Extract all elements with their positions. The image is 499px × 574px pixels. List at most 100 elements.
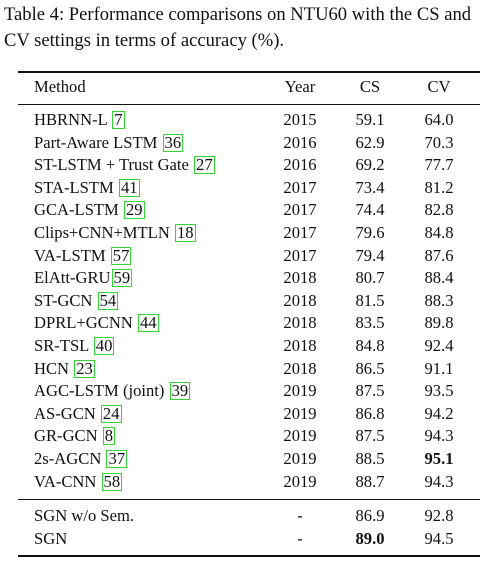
cv-cell: 88.3 <box>424 290 454 310</box>
year-cell: 2017 <box>283 245 317 265</box>
citation-link[interactable]: 57 <box>110 245 132 265</box>
method-name: 2s-AGCN <box>34 449 106 468</box>
cs-cell: 69.2 <box>355 155 385 175</box>
cs-cell: 62.9 <box>355 132 385 152</box>
header-cs: CS <box>359 77 381 96</box>
citation-link[interactable]: 23 <box>74 358 95 378</box>
cs-cell: 88.5 <box>355 449 385 468</box>
cs-cell: 84.8 <box>355 336 385 355</box>
citation-link[interactable]: 58 <box>101 471 123 491</box>
method-cell: GCA-LSTM 29 <box>34 199 145 222</box>
year-cell: 2018 <box>283 336 317 355</box>
year-cell: - <box>297 506 303 525</box>
cs-cell: 87.5 <box>355 381 385 401</box>
cs-cell: 87.5 <box>355 426 385 446</box>
table-row: AS-GCN 24 2019 86.8 94.2 <box>0 403 499 426</box>
citation-link[interactable]: 37 <box>106 449 128 468</box>
cs-cell: 89.0 <box>355 528 385 548</box>
method-cell: SR-TSL 40 <box>34 335 115 358</box>
cs-cell: 83.5 <box>355 313 385 333</box>
citation-link[interactable]: 44 <box>137 313 159 333</box>
method-name: STA-LSTM <box>34 177 118 197</box>
citation-link[interactable]: 8 <box>102 426 116 446</box>
year-cell: - <box>297 528 303 548</box>
year-cell: 2017 <box>283 223 317 242</box>
year-cell: 2018 <box>283 313 317 333</box>
table-row: GCA-LSTM 29 2017 74.4 82.8 <box>0 199 499 222</box>
table-row: ST-GCN 54 2018 81.5 88.3 <box>0 290 499 313</box>
table-row: Part-Aware LSTM 36 2016 62.9 70.3 <box>0 132 499 155</box>
table-row: DPRL+GCNN 44 2018 83.5 89.8 <box>0 312 499 335</box>
cs-cell: 59.1 <box>355 110 385 129</box>
year-cell: 2019 <box>283 403 317 423</box>
citation-link[interactable]: 59 <box>111 268 133 288</box>
table-row: HCN 23 2018 86.5 91.1 <box>0 358 499 381</box>
citation-link[interactable]: 40 <box>93 336 115 355</box>
method-name: ElAtt-GRU <box>34 268 111 288</box>
table-top-rule <box>18 71 480 73</box>
table-header-rule <box>18 104 480 105</box>
table-row: Clips+CNN+MTLN 18 2017 79.6 84.8 <box>0 222 499 245</box>
cv-cell: 88.4 <box>424 268 454 288</box>
cv-cell: 92.8 <box>424 506 454 525</box>
cv-cell: 94.3 <box>424 471 454 491</box>
year-cell: 2019 <box>283 449 317 468</box>
cv-cell: 94.3 <box>424 426 454 446</box>
method-cell: VA-CNN 58 <box>34 471 123 494</box>
cv-cell: 70.3 <box>424 132 454 152</box>
citation-link[interactable]: 29 <box>123 200 145 220</box>
table-row: STA-LSTM 41 2017 73.4 81.2 <box>0 177 499 200</box>
citation-link[interactable]: 54 <box>97 290 119 310</box>
cs-cell: 86.5 <box>355 358 385 378</box>
citation-link[interactable]: 27 <box>194 155 215 175</box>
method-name: DPRL+GCNN <box>34 313 137 333</box>
table-row: SR-TSL 40 2018 84.8 92.4 <box>0 335 499 358</box>
table-caption: Table 4: Performance comparisons on NTU6… <box>4 4 472 51</box>
method-name: ST-LSTM + Trust Gate <box>34 155 194 175</box>
table-row: VA-LSTM 57 2017 79.4 87.6 <box>0 245 499 268</box>
cv-cell: 94.2 <box>424 403 454 423</box>
cs-cell: 79.4 <box>355 245 385 265</box>
cv-cell: 95.1 <box>424 449 454 468</box>
cv-cell: 93.5 <box>424 381 454 401</box>
header-cv: CV <box>427 77 451 96</box>
cv-cell: 82.8 <box>424 200 454 220</box>
table-row: GR-GCN 8 2019 87.5 94.3 <box>0 425 499 448</box>
method-cell: HCN 23 <box>34 358 95 381</box>
method-cell: 2s-AGCN 37 <box>34 448 128 471</box>
header-method: Method <box>34 77 86 96</box>
citation-link[interactable]: 41 <box>118 177 140 197</box>
method-name: GCA-LSTM <box>34 200 123 220</box>
method-cell: ElAtt-GRU 59 <box>34 267 133 290</box>
year-cell: 2018 <box>283 290 317 310</box>
cs-cell: 88.7 <box>355 471 385 491</box>
method-cell: GR-GCN 8 <box>34 425 116 448</box>
cv-cell: 91.1 <box>424 358 454 378</box>
cs-cell: 80.7 <box>355 268 385 288</box>
citation-link[interactable]: 18 <box>174 223 196 242</box>
citation-link[interactable]: 7 <box>112 110 125 129</box>
method-cell: STA-LSTM 41 <box>34 177 140 200</box>
method-name: SR-TSL <box>34 336 93 355</box>
cs-cell: 81.5 <box>355 290 385 310</box>
year-cell: 2019 <box>283 381 317 401</box>
cv-cell: 64.0 <box>424 110 454 129</box>
table-bottom-rule <box>18 555 480 557</box>
cv-cell: 92.4 <box>424 336 454 355</box>
cv-cell: 89.8 <box>424 313 454 333</box>
method-cell: DPRL+GCNN 44 <box>34 312 159 335</box>
cs-cell: 79.6 <box>355 223 385 242</box>
citation-link[interactable]: 39 <box>169 381 191 401</box>
year-cell: 2019 <box>283 471 317 491</box>
citation-link[interactable]: 24 <box>100 403 122 423</box>
citation-link[interactable]: 36 <box>162 132 184 152</box>
method-name: Clips+CNN+MTLN <box>34 223 174 242</box>
method-cell: SGN w/o Sem. <box>34 506 135 525</box>
method-cell: AS-GCN 24 <box>34 403 122 426</box>
cv-cell: 81.2 <box>424 177 454 197</box>
method-cell: Clips+CNN+MTLN 18 <box>34 222 196 245</box>
table-row: ElAtt-GRU 59 2018 80.7 88.4 <box>0 267 499 290</box>
year-cell: 2015 <box>283 110 317 129</box>
cs-cell: 73.4 <box>355 177 385 197</box>
table-row-ours: SGN w/o Sem. - 86.9 92.8 <box>0 505 499 528</box>
